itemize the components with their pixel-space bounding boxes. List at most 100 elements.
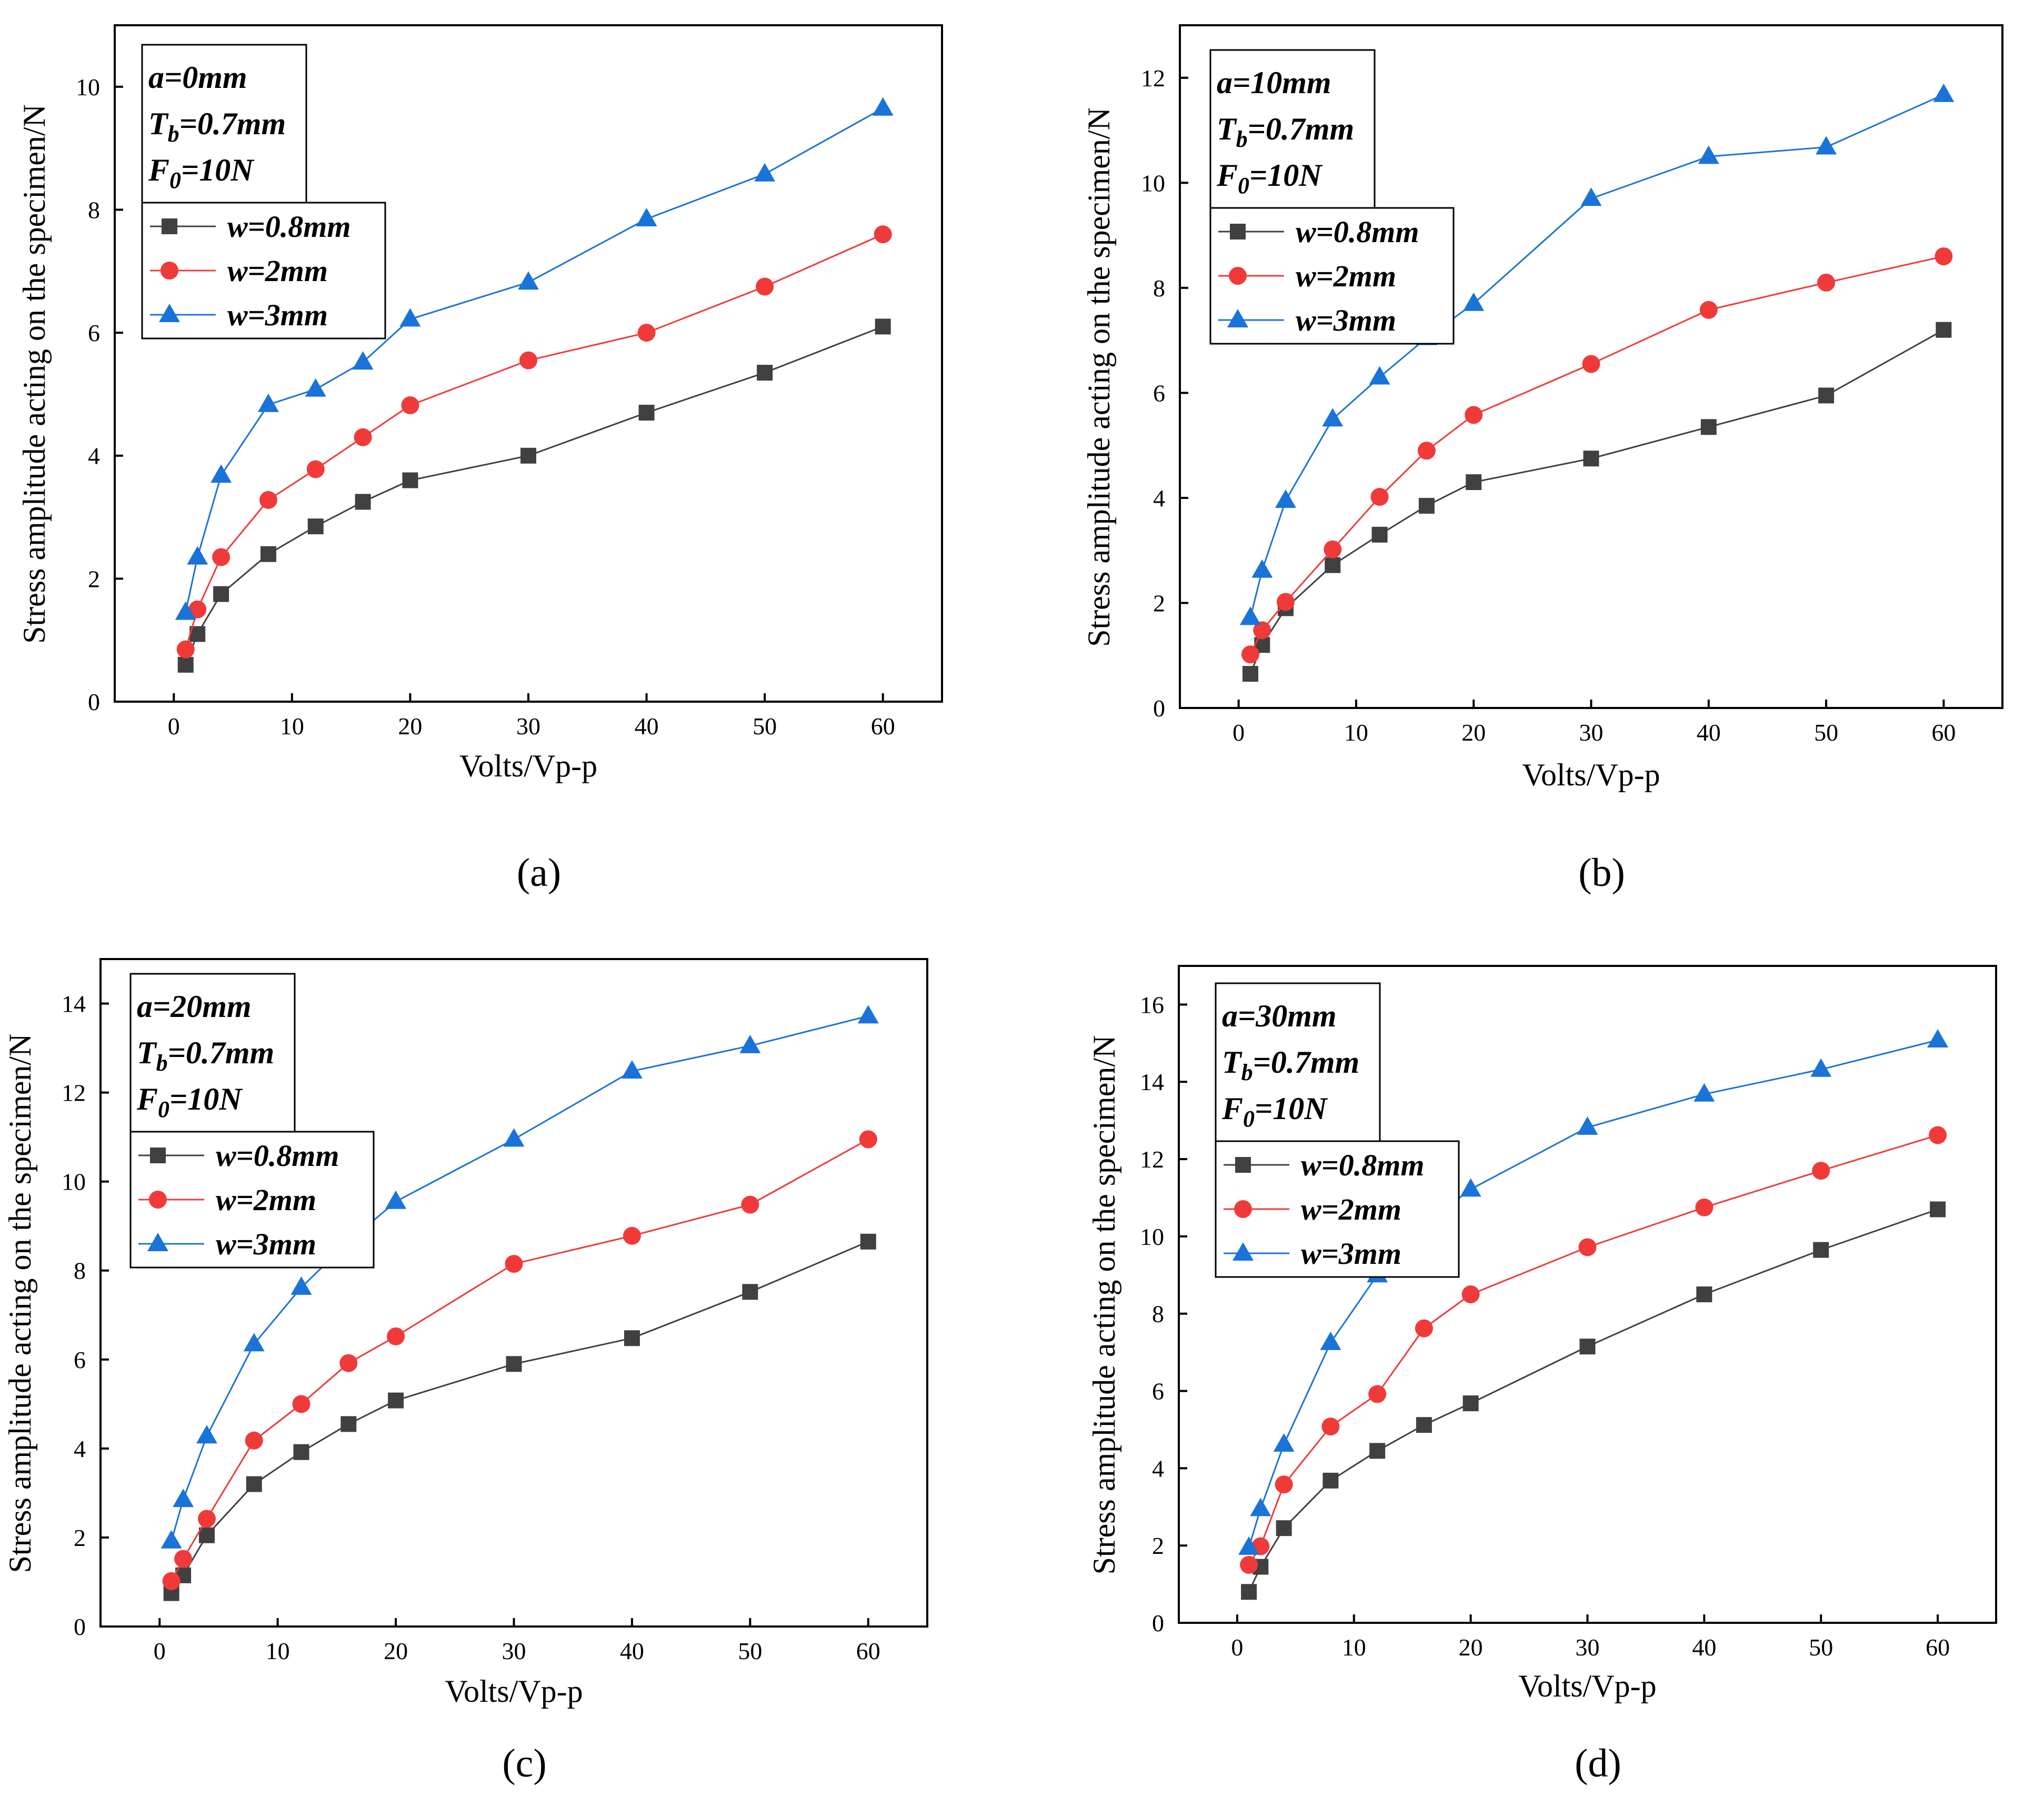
data-point-square [355, 494, 371, 510]
param-f0: F0=10N [136, 1082, 243, 1122]
y-tick-label: 6 [74, 1346, 86, 1373]
data-point-circle [859, 1130, 877, 1149]
data-point-circle [401, 396, 419, 414]
param-f0-main: F [148, 153, 169, 187]
legend-marker-square [1230, 224, 1246, 240]
y-tick-label: 16 [1140, 991, 1164, 1018]
data-point-square [213, 586, 229, 602]
param-a: a=30mm [1222, 999, 1337, 1033]
param-f0-sub: 0 [1243, 1106, 1255, 1132]
data-point-square [757, 365, 773, 381]
data-point-triangle [1320, 1331, 1341, 1350]
legend-marker-square [162, 218, 177, 234]
param-tb-main: T [148, 106, 169, 141]
legend-label: w=0.8mm [227, 209, 350, 244]
panel-label-text: (d) [1575, 1741, 1621, 1785]
x-axis-title: Volts/Vp-p [459, 749, 597, 783]
x-tick-label: 10 [1342, 1634, 1366, 1661]
x-tick-label: 50 [1809, 1634, 1833, 1661]
y-axis-title: Stress amplitude acting on the specimen/… [17, 104, 52, 644]
x-tick-label: 60 [1926, 1634, 1950, 1661]
data-point-square [246, 1476, 262, 1492]
data-point-triangle [305, 378, 326, 397]
legend-label: w=3mm [1296, 303, 1396, 337]
data-point-square [624, 1330, 640, 1346]
data-point-triangle [1698, 145, 1719, 164]
param-tb: Tb=0.7mm [1217, 112, 1354, 152]
x-tick-label: 50 [738, 1638, 762, 1664]
data-point-triangle [857, 1005, 879, 1024]
series-line-square [185, 326, 884, 665]
legend-marker-square [1235, 1157, 1251, 1173]
param-tb-sub: b [1236, 126, 1248, 152]
data-point-square [198, 1527, 215, 1543]
data-point-circle [176, 640, 195, 658]
x-tick-label: 30 [1579, 719, 1604, 746]
param-tb-main: T [137, 1035, 157, 1070]
series-line-square [1249, 329, 1945, 674]
data-point-triangle [175, 601, 196, 620]
data-point-circle [1370, 487, 1389, 506]
data-point-circle [1415, 1319, 1433, 1338]
data-point-circle [292, 1395, 310, 1413]
data-point-square [293, 1444, 309, 1460]
param-tb-value: =0.7mm [168, 1035, 275, 1070]
legend-marker-circle [161, 262, 178, 280]
data-point-square [340, 1416, 357, 1432]
y-axis-title: Stress amplitude acting on the specimen/… [1081, 107, 1116, 647]
data-point-circle [1695, 1198, 1714, 1216]
data-point-circle [259, 491, 277, 509]
y-tick-label: 4 [1152, 1455, 1164, 1482]
y-tick-label: 8 [1152, 1301, 1164, 1328]
data-point-triangle [1933, 83, 1955, 102]
x-tick-label: 0 [154, 1638, 166, 1664]
parameter-box [141, 44, 307, 204]
data-point-triangle [1580, 187, 1602, 206]
data-point-circle [197, 1510, 216, 1528]
y-tick-label: 8 [88, 196, 100, 223]
y-tick-label: 14 [1140, 1069, 1164, 1095]
data-point-circle [1417, 442, 1436, 460]
data-point-circle [162, 1572, 181, 1590]
x-tick-label: 10 [266, 1638, 290, 1664]
legend-marker-circle [1229, 267, 1247, 285]
data-point-square [1418, 497, 1435, 514]
parameter-box [129, 973, 296, 1133]
data-point-triangle [161, 1530, 182, 1549]
data-point-triangle [1250, 1498, 1271, 1516]
data-point-triangle [503, 1128, 525, 1147]
legend-label: w=2mm [1296, 259, 1396, 293]
data-point-square [638, 404, 655, 421]
data-point-square [1466, 474, 1482, 490]
legend-label: w=2mm [227, 254, 328, 288]
y-tick-label: 4 [74, 1435, 86, 1462]
legend-label: w=0.8mm [216, 1139, 339, 1173]
legend-marker-circle [149, 1191, 167, 1209]
data-point-circle [188, 600, 207, 618]
data-point-circle [387, 1327, 405, 1345]
chart-panel-d: 0 10 20 30 40 50 60 0 2 4 6 8 10 12 14 16 Volts/Vp-p Stre… [1087, 965, 1997, 1785]
y-tick-label: 2 [1152, 1532, 1164, 1559]
y-axis-title: Stress amplitude acting on the specimen/… [1087, 1035, 1121, 1575]
data-point-triangle [257, 393, 279, 412]
param-tb-sub: b [1241, 1060, 1253, 1085]
y-tick-label: 0 [74, 1613, 86, 1640]
x-tick-label: 40 [1697, 719, 1721, 746]
data-point-circle [637, 324, 656, 342]
data-point-circle [1465, 406, 1483, 424]
param-tb-sub: b [156, 1050, 168, 1076]
x-tick-label: 10 [280, 713, 304, 740]
data-point-circle [1276, 593, 1295, 611]
param-f0: F0=10N [148, 153, 255, 193]
x-axis-title: Volts/Vp-p [445, 1674, 583, 1709]
y-axis-title: Stress amplitude acting on the specimen/… [3, 1034, 37, 1573]
data-point-circle [212, 548, 231, 566]
data-point-circle [354, 428, 372, 446]
data-point-circle [1929, 1126, 1947, 1144]
x-tick-label: 20 [1459, 1634, 1483, 1661]
param-f0-value: =10N [181, 153, 255, 187]
data-point-triangle [187, 546, 208, 565]
data-point-triangle [196, 1425, 217, 1444]
data-point-square [1241, 1584, 1257, 1600]
param-f0-value: =10N [1249, 158, 1323, 193]
